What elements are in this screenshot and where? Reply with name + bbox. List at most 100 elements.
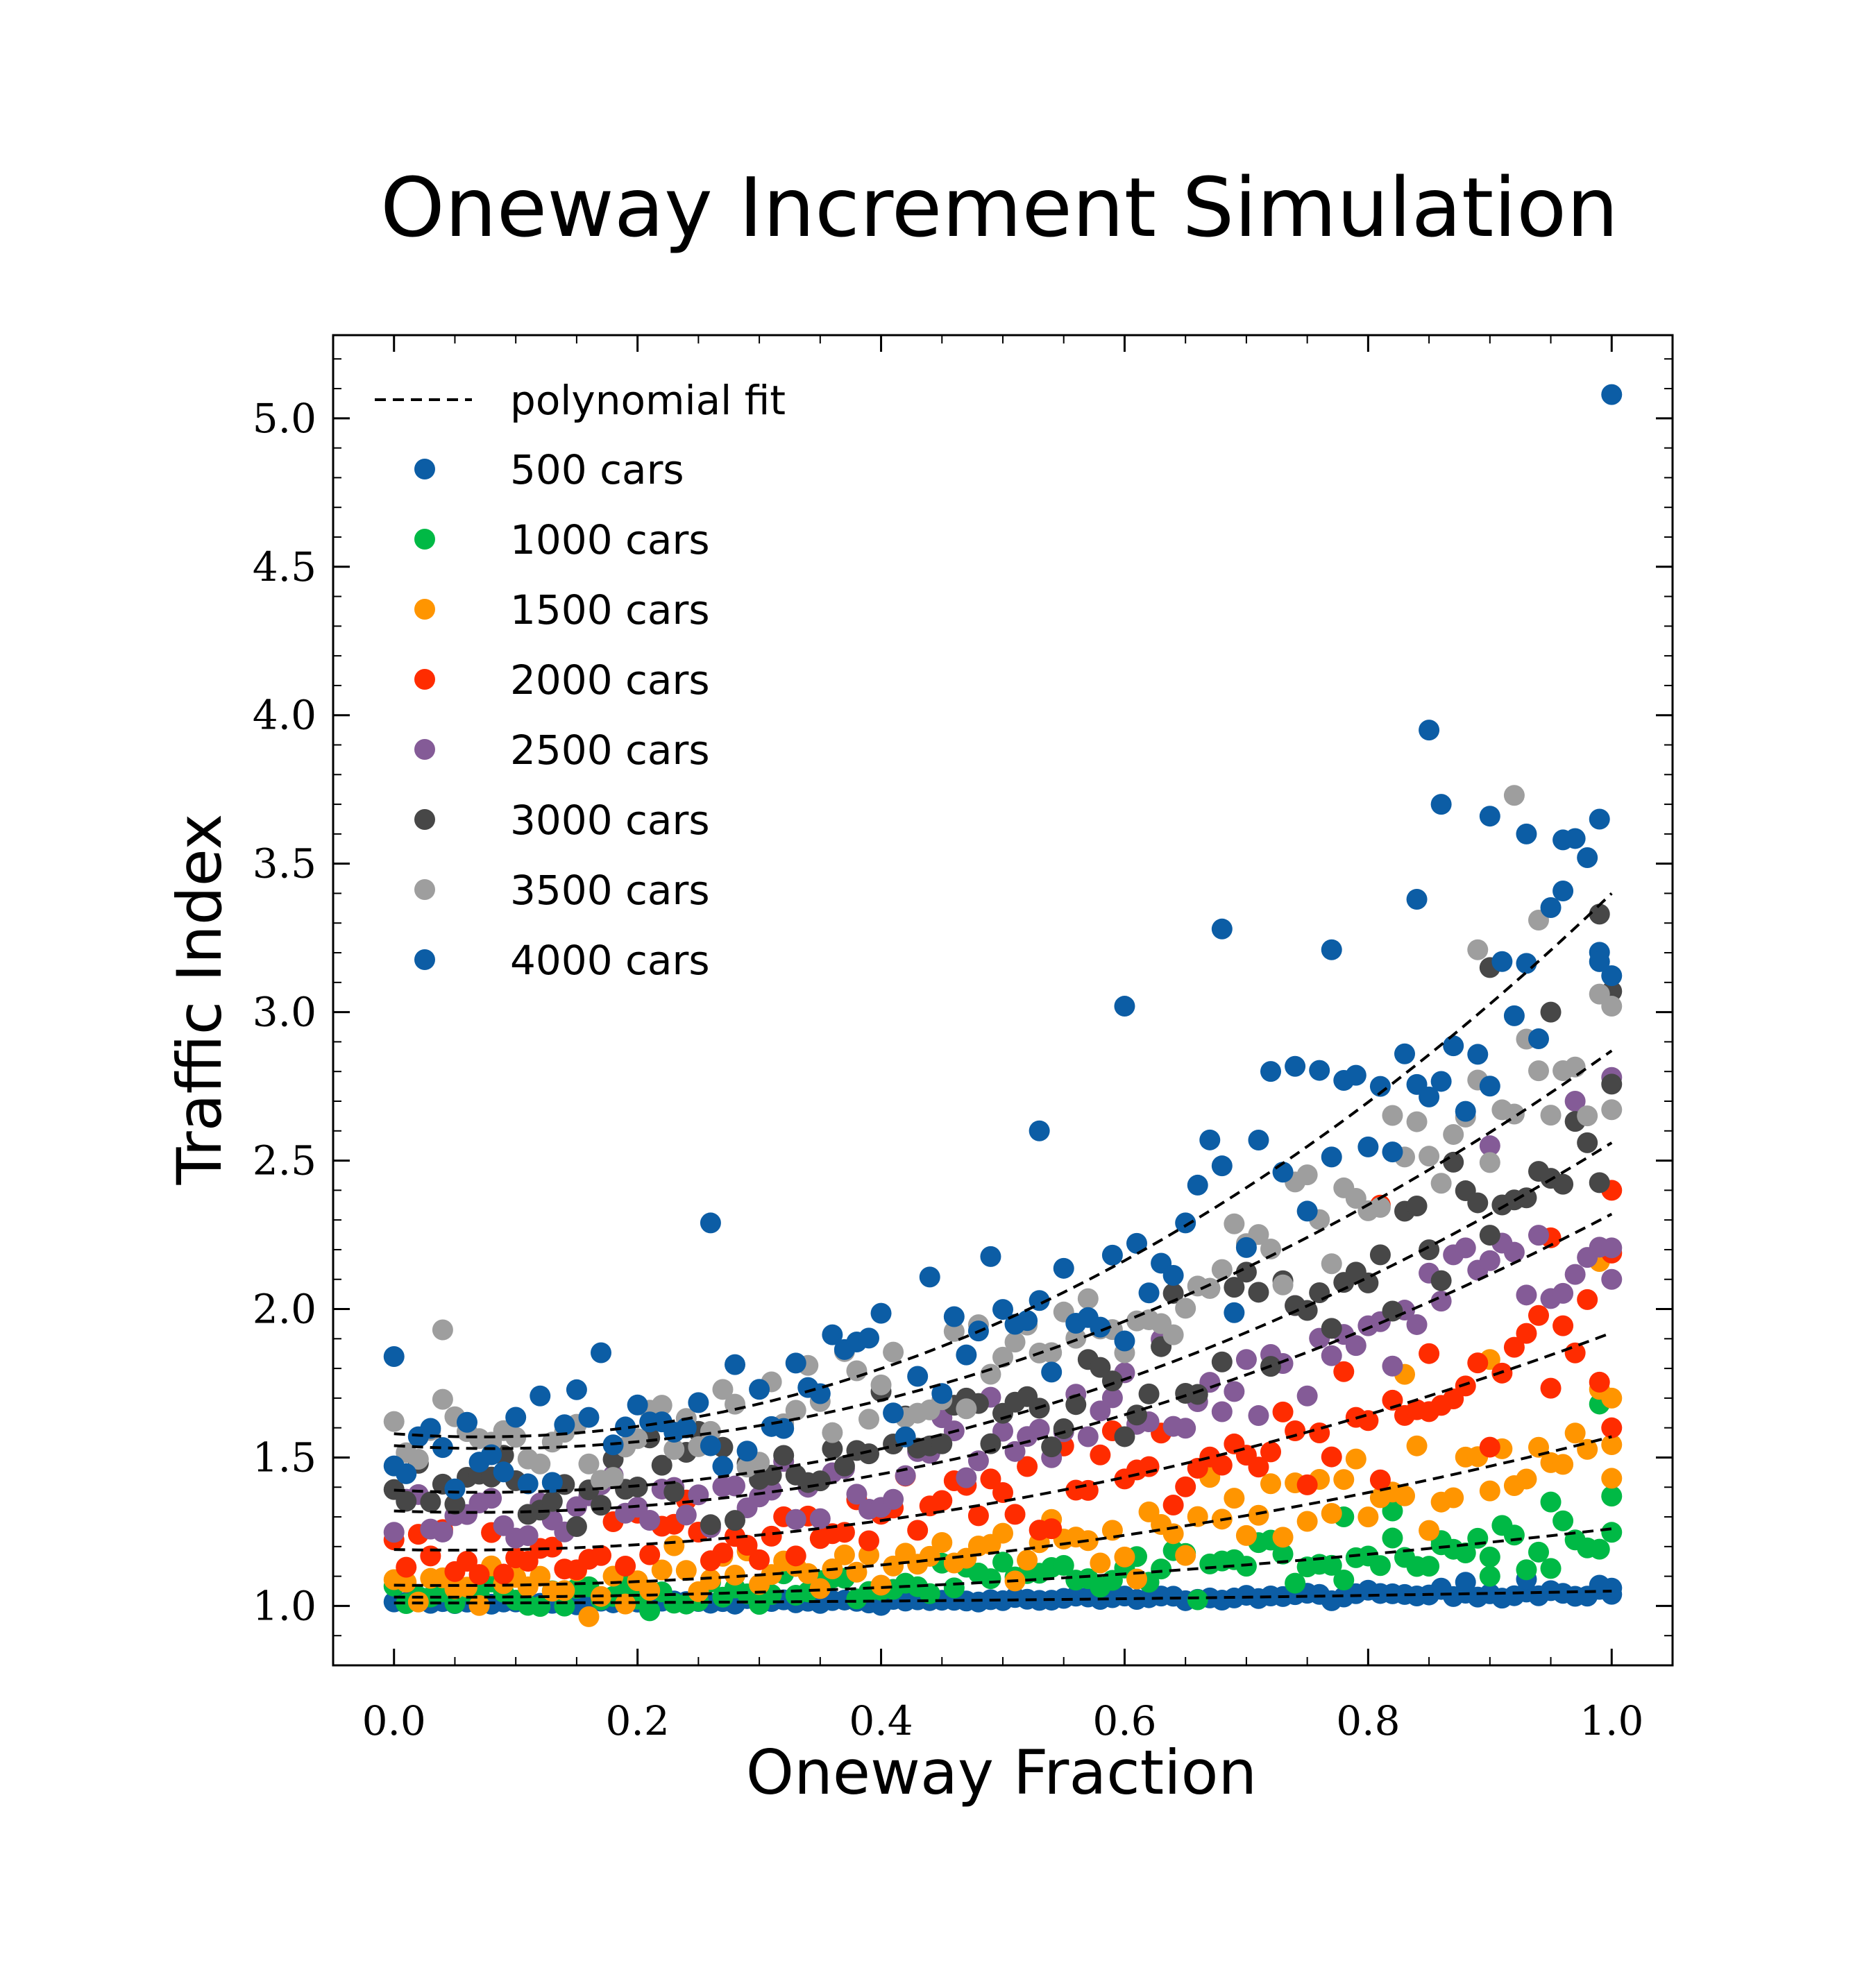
data-point bbox=[1285, 1055, 1306, 1077]
data-point bbox=[749, 1549, 770, 1570]
data-point bbox=[1479, 1225, 1500, 1246]
data-point bbox=[1175, 1212, 1196, 1234]
data-point bbox=[615, 1416, 636, 1438]
data-point bbox=[1321, 1503, 1342, 1524]
data-point bbox=[1601, 1468, 1623, 1489]
data-point bbox=[615, 1593, 636, 1615]
data-point bbox=[1382, 1105, 1403, 1126]
x-tick-label: 1.0 bbox=[1580, 1697, 1643, 1744]
data-point bbox=[785, 1509, 806, 1530]
data-point bbox=[615, 1556, 636, 1577]
data-point bbox=[1406, 1196, 1428, 1217]
data-point bbox=[761, 1564, 782, 1586]
data-point bbox=[675, 1560, 697, 1581]
data-point bbox=[943, 1320, 965, 1342]
data-point bbox=[1552, 1315, 1574, 1336]
data-point bbox=[1333, 1569, 1355, 1590]
data-point bbox=[870, 1302, 892, 1324]
data-point bbox=[1175, 1298, 1196, 1319]
data-point bbox=[1577, 1105, 1598, 1127]
data-point bbox=[1175, 1418, 1196, 1439]
data-point bbox=[1516, 953, 1537, 974]
data-point bbox=[1041, 1436, 1063, 1458]
data-point bbox=[980, 1433, 1001, 1454]
data-point bbox=[1101, 1370, 1123, 1392]
data-point bbox=[1564, 1264, 1586, 1285]
data-point bbox=[1589, 903, 1610, 925]
x-tick-label: 0.8 bbox=[1336, 1697, 1400, 1744]
data-point bbox=[992, 1522, 1013, 1544]
data-point bbox=[1321, 1146, 1342, 1168]
data-point bbox=[1296, 1511, 1318, 1532]
data-point bbox=[1321, 1253, 1342, 1275]
x-tick-label: 0.6 bbox=[1092, 1697, 1156, 1744]
data-point bbox=[1369, 1244, 1391, 1266]
data-point bbox=[1479, 1480, 1500, 1502]
data-point bbox=[712, 1456, 734, 1477]
data-point bbox=[822, 1438, 843, 1460]
data-point bbox=[627, 1394, 648, 1416]
data-point bbox=[1357, 1272, 1379, 1293]
data-point bbox=[1382, 1300, 1403, 1322]
data-point bbox=[530, 1385, 551, 1407]
data-point bbox=[956, 1467, 977, 1488]
data-point bbox=[1053, 1418, 1074, 1439]
data-point bbox=[1601, 1237, 1623, 1259]
data-point bbox=[785, 1545, 806, 1567]
legend-marker-3 bbox=[414, 599, 435, 620]
data-point bbox=[517, 1473, 539, 1495]
data-point bbox=[1601, 1434, 1623, 1456]
data-point bbox=[541, 1472, 563, 1493]
fit-line-6 bbox=[394, 1141, 1613, 1494]
data-point bbox=[1004, 1332, 1026, 1353]
data-point bbox=[1601, 384, 1623, 405]
data-point bbox=[1528, 1225, 1549, 1246]
data-point bbox=[1224, 1213, 1245, 1234]
data-point bbox=[1151, 1558, 1172, 1580]
data-point bbox=[1540, 1491, 1562, 1513]
data-point bbox=[1552, 829, 1574, 851]
data-point bbox=[1126, 1232, 1147, 1254]
data-point bbox=[858, 1443, 879, 1465]
data-point bbox=[1248, 1130, 1269, 1151]
data-point bbox=[1248, 1456, 1269, 1478]
data-point bbox=[931, 1532, 953, 1554]
data-point bbox=[420, 1418, 441, 1439]
data-point bbox=[725, 1565, 745, 1586]
data-point bbox=[1321, 939, 1342, 960]
x-tick-label: 0.0 bbox=[362, 1697, 426, 1744]
data-point bbox=[530, 1596, 551, 1617]
data-point bbox=[1090, 1444, 1111, 1465]
data-point bbox=[1272, 1527, 1294, 1548]
data-point bbox=[1394, 1485, 1415, 1506]
data-point bbox=[967, 1505, 989, 1527]
data-point bbox=[1309, 1282, 1330, 1303]
data-point bbox=[505, 1427, 527, 1448]
data-point bbox=[1528, 1541, 1549, 1563]
data-point bbox=[1467, 939, 1489, 960]
data-point bbox=[1455, 1101, 1476, 1122]
data-point bbox=[1601, 1577, 1623, 1599]
data-point bbox=[1479, 1135, 1500, 1157]
data-point bbox=[1187, 1384, 1208, 1405]
data-point bbox=[858, 1545, 879, 1566]
data-point bbox=[980, 1246, 1001, 1267]
data-point bbox=[420, 1491, 441, 1513]
data-point bbox=[907, 1520, 929, 1541]
data-point bbox=[1382, 1527, 1403, 1549]
data-point bbox=[1455, 1572, 1476, 1593]
axes: 0.0 0.2 0.4 0.6 0.8 1.0 1.0 1.5 2.0 2.5 3.0 3.5 4.0 4… bbox=[253, 335, 1673, 1744]
data-point bbox=[1601, 965, 1623, 987]
x-tick-label: 0.4 bbox=[849, 1697, 913, 1744]
data-point bbox=[432, 1388, 453, 1410]
data-point bbox=[1394, 1043, 1415, 1064]
data-point bbox=[1552, 1454, 1574, 1475]
data-point bbox=[675, 1504, 697, 1526]
data-point bbox=[383, 1345, 405, 1367]
data-point bbox=[700, 1569, 721, 1590]
data-point bbox=[1175, 1476, 1196, 1497]
data-point bbox=[1503, 1241, 1525, 1263]
data-point bbox=[1455, 1375, 1476, 1397]
legend-marker-8 bbox=[414, 949, 435, 970]
data-point bbox=[858, 1327, 879, 1349]
